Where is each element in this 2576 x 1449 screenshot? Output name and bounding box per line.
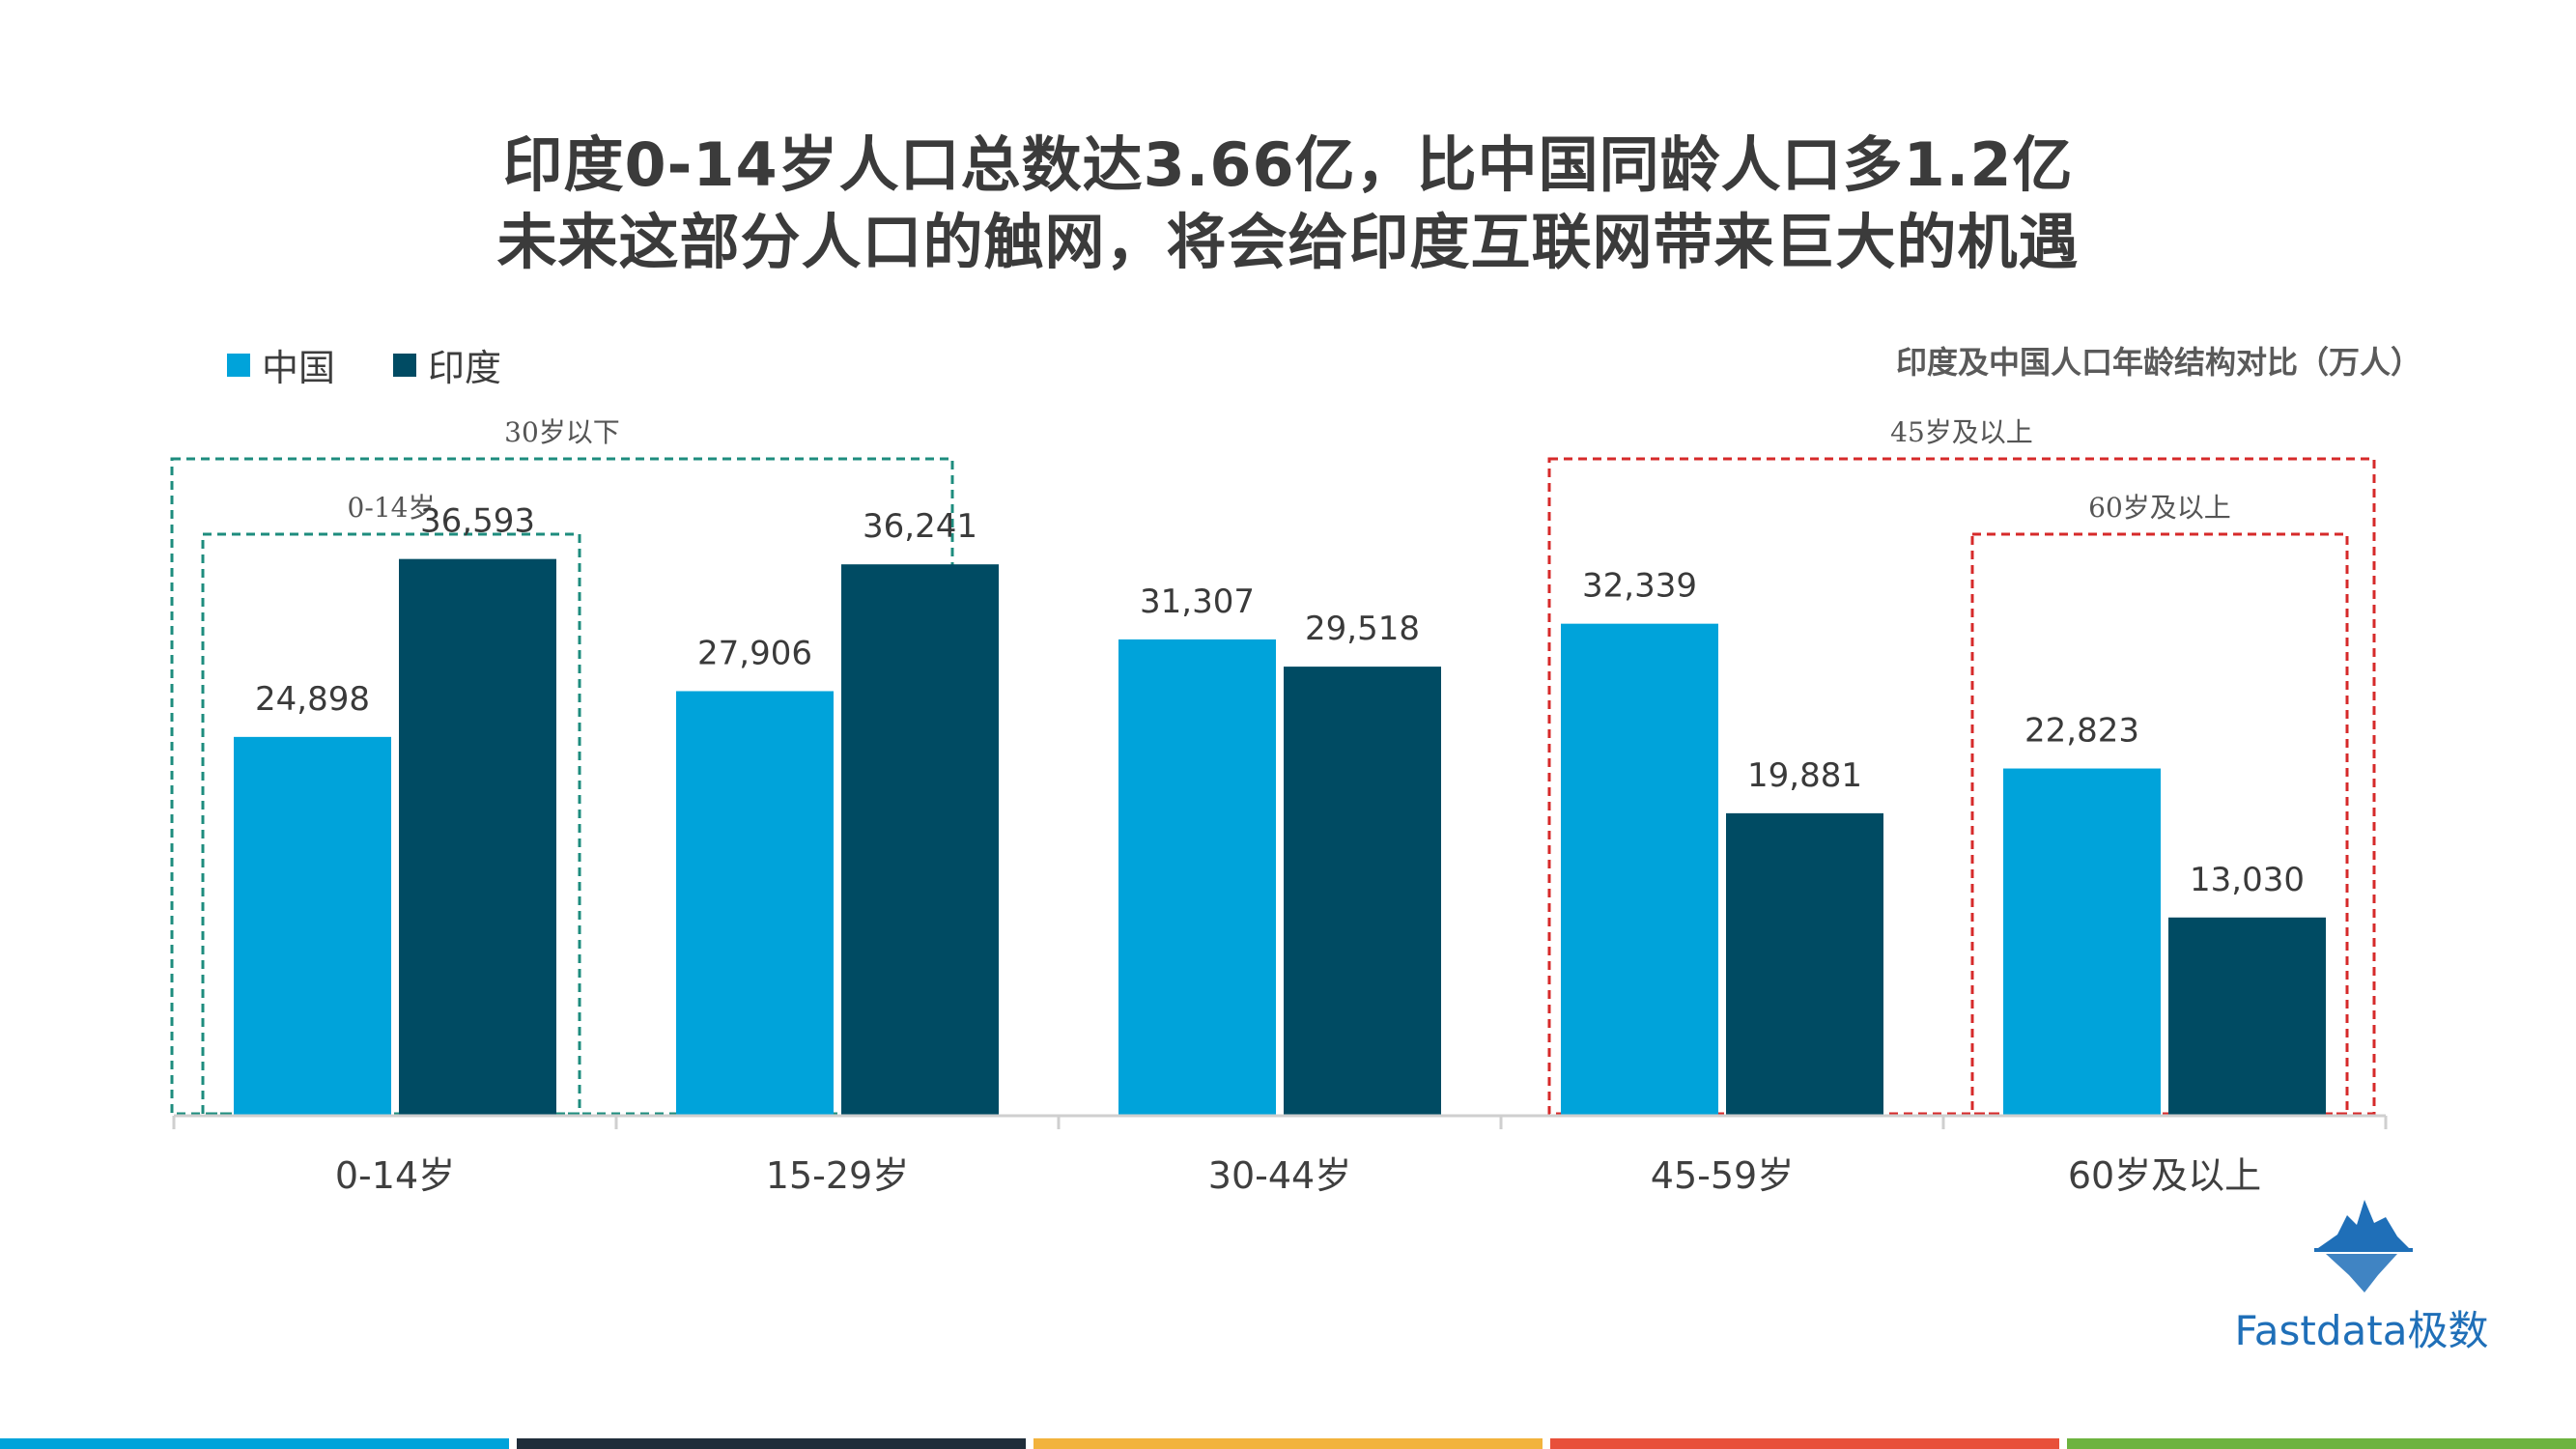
chart-title-line-2: 未来这部分人口的触网，将会给印度互联网带来巨大的机遇 bbox=[496, 207, 2080, 277]
data-label-china-2: 27,906 bbox=[697, 634, 812, 672]
footer-color-bar bbox=[0, 1438, 2576, 1449]
bar-china-4 bbox=[1561, 623, 1718, 1116]
iceberg-icon bbox=[2314, 1200, 2413, 1293]
annotation-label-3: 45岁及以上 bbox=[1890, 416, 2033, 448]
legend-label-china: 中国 bbox=[262, 347, 336, 389]
chart-title-line-1: 印度0-14岁人口总数达3.66亿，比中国同龄人口多1.2亿 bbox=[502, 129, 2074, 200]
data-label-china-1: 24,898 bbox=[255, 680, 370, 719]
legend-label-india: 印度 bbox=[428, 347, 502, 389]
x-tick-label-2: 15-29岁 bbox=[766, 1154, 909, 1197]
footer-segment-1 bbox=[0, 1438, 509, 1449]
bar-china-2 bbox=[676, 691, 834, 1116]
data-label-china-4: 32,339 bbox=[1582, 567, 1697, 606]
footer-segment-3 bbox=[1033, 1438, 1543, 1449]
data-label-india-4: 19,881 bbox=[1747, 756, 1862, 795]
annotation-label-4: 60岁及以上 bbox=[2088, 492, 2231, 524]
annotation-label-1: 30岁以下 bbox=[504, 416, 620, 448]
bar-china-3 bbox=[1118, 639, 1276, 1116]
footer-segment-2 bbox=[517, 1438, 1026, 1449]
footer-segment-5 bbox=[2067, 1438, 2576, 1449]
data-label-china-3: 31,307 bbox=[1140, 582, 1255, 621]
footer-segment-4 bbox=[1550, 1438, 2059, 1449]
legend-swatch-india bbox=[393, 353, 417, 377]
chart-subtitle: 印度及中国人口年龄结构对比（万人） bbox=[1895, 344, 2421, 381]
bar-india-2 bbox=[841, 564, 999, 1116]
bar-india-1 bbox=[399, 558, 556, 1116]
legend-item-india: 印度 bbox=[393, 338, 501, 391]
data-label-india-5: 13,030 bbox=[2190, 861, 2305, 899]
legend-item-china: 中国 bbox=[227, 338, 335, 391]
annotation-box-3 bbox=[1547, 457, 2376, 1116]
logo: Fastdata极数 bbox=[2226, 1198, 2497, 1357]
bar-china-1 bbox=[234, 736, 391, 1116]
x-tick-label-1: 0-14岁 bbox=[335, 1154, 455, 1197]
x-tick-label-3: 30-44岁 bbox=[1208, 1154, 1351, 1197]
logo-text: Fastdata极数 bbox=[2234, 1307, 2489, 1354]
x-tick-label-5: 60岁及以上 bbox=[2068, 1154, 2261, 1197]
legend: 中国 印度 bbox=[227, 338, 559, 391]
data-label-india-3: 29,518 bbox=[1305, 610, 1420, 648]
data-label-india-1: 36,593 bbox=[420, 502, 535, 541]
annotation-label-2: 0-14岁 bbox=[348, 492, 436, 524]
bar-india-3 bbox=[1284, 667, 1441, 1116]
bar-india-4 bbox=[1726, 812, 1883, 1116]
x-tick-label-4: 45-59岁 bbox=[1651, 1154, 1794, 1197]
bar-china-5 bbox=[2003, 768, 2161, 1116]
legend-swatch-china bbox=[227, 353, 250, 377]
data-label-india-2: 36,241 bbox=[863, 507, 977, 546]
bar-india-5 bbox=[2168, 917, 2326, 1116]
data-label-china-5: 22,823 bbox=[2024, 712, 2139, 751]
